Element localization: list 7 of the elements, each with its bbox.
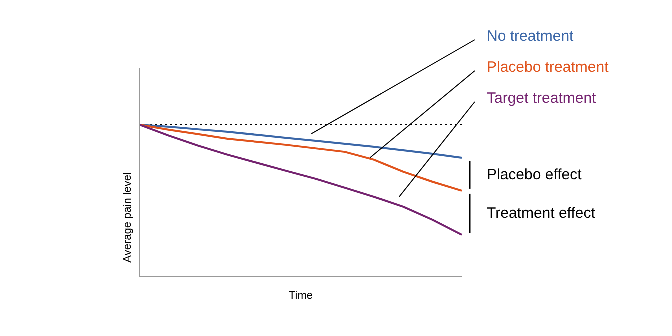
text: Placebo effect <box>487 166 583 184</box>
text: Placebo treatment <box>487 59 610 76</box>
text: Treatment effect <box>487 205 596 222</box>
y-axis-title: Average pain level <box>122 172 134 263</box>
text: No treatment <box>487 28 575 45</box>
x-axis-title: Time <box>288 290 314 302</box>
text: Target treatment <box>487 90 598 107</box>
